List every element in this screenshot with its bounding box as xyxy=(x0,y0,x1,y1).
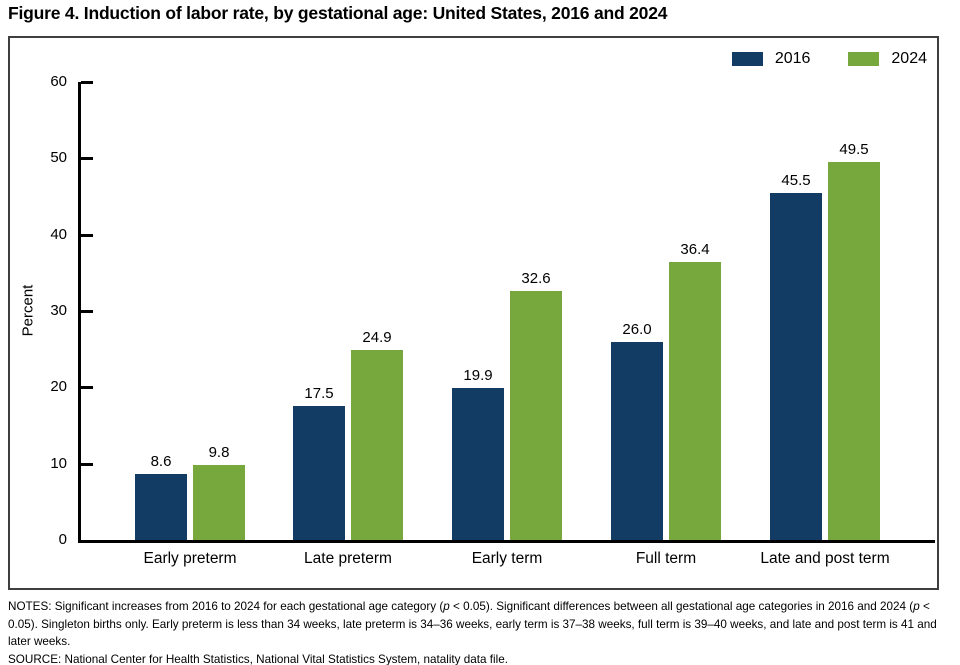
notes-segment: NOTES: Significant increases from 2016 t… xyxy=(8,600,444,613)
y-tick-20 xyxy=(81,386,93,390)
bar-2016-early-preterm xyxy=(135,474,187,540)
bar-2016-late-and-post-term xyxy=(770,192,822,540)
y-tick-30 xyxy=(81,310,93,313)
y-tick-40 xyxy=(81,233,93,237)
x-category-label-late-and-post-term: Late and post term xyxy=(760,550,890,567)
x-category-label-early-preterm: Early preterm xyxy=(143,550,237,567)
bar-2016-late-preterm xyxy=(293,406,345,540)
bar-value-2024-late-preterm: 24.9 xyxy=(362,328,392,346)
bar-2016-full-term xyxy=(611,341,663,540)
notes-italic-p: p xyxy=(913,600,920,613)
chart-legend: 2016 2024 xyxy=(731,50,927,68)
bar-value-2024-full-term: 36.4 xyxy=(680,241,710,259)
bar-2024-late-preterm xyxy=(351,349,403,540)
y-tick-label-40: 40 xyxy=(50,225,67,243)
y-tick-label-10: 10 xyxy=(50,454,67,472)
y-tick-10 xyxy=(81,462,93,466)
legend-swatch-2016 xyxy=(731,52,763,66)
bar-2024-early-preterm xyxy=(193,465,245,540)
x-axis-line xyxy=(79,540,935,543)
bar-value-2016-late-preterm: 17.5 xyxy=(304,385,334,403)
bar-value-2016-full-term: 26.0 xyxy=(622,320,652,338)
notes-segment: < 0.05). Singleton births only. Early pr… xyxy=(8,600,937,648)
bar-2024-full-term xyxy=(669,262,721,540)
legend-item-2024: 2024 xyxy=(848,50,927,68)
bar-value-2016-early-term: 19.9 xyxy=(463,367,493,385)
bar-value-2024-early-term: 32.6 xyxy=(521,270,551,288)
y-tick-50 xyxy=(81,157,93,161)
bar-value-2024-early-preterm: 9.8 xyxy=(208,444,230,462)
x-category-label-late-preterm: Late preterm xyxy=(304,550,392,567)
bar-value-2024-late-and-post-term: 49.5 xyxy=(839,141,869,159)
bar-2024-early-term xyxy=(510,291,562,540)
notes-text: NOTES: Significant increases from 2016 t… xyxy=(8,600,937,648)
figure-title: Figure 4. Induction of labor rate, by ge… xyxy=(8,3,668,23)
notes-segment: < 0.05). Significant differences between… xyxy=(449,600,914,613)
y-tick-label-0: 0 xyxy=(58,531,67,548)
source-text: SOURCE: National Center for Health Stati… xyxy=(8,652,508,665)
legend-swatch-2024 xyxy=(848,52,880,66)
y-axis-line xyxy=(78,82,81,543)
y-tick-label-60: 60 xyxy=(50,73,67,90)
bar-2016-early-term xyxy=(452,388,504,540)
y-tick-label-20: 20 xyxy=(50,378,67,396)
legend-label-2024: 2024 xyxy=(891,50,927,67)
bar-value-2016-late-and-post-term: 45.5 xyxy=(781,171,811,189)
y-tick-label-50: 50 xyxy=(50,149,67,167)
legend-label-2016: 2016 xyxy=(774,50,811,67)
y-tick-label-30: 30 xyxy=(50,302,67,319)
chart-frame: 2016 2024 0 10 20 30 40 50 60 Percent 8.6 9.8 Early… xyxy=(8,36,939,590)
x-category-label-full-term: Full term xyxy=(635,550,697,567)
legend-item-2016: 2016 xyxy=(731,50,811,68)
y-tick-60 xyxy=(81,81,93,84)
x-category-label-early-term: Early term xyxy=(471,550,543,567)
y-axis-title: Percent xyxy=(19,284,37,337)
bar-2024-late-and-post-term xyxy=(828,162,880,540)
figure-notes: NOTES: Significant increases from 2016 t… xyxy=(8,598,956,665)
bar-value-2016-early-preterm: 8.6 xyxy=(150,453,172,471)
notes-italic-p: p xyxy=(443,600,450,613)
